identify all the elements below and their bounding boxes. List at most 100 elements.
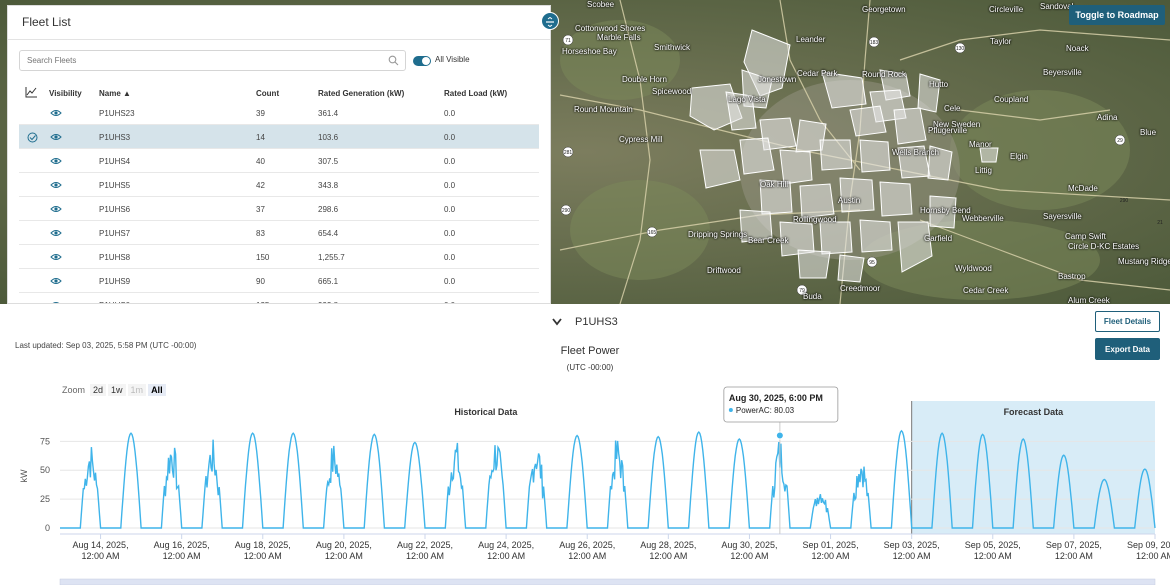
cell-name: P1UHS4 [99,157,131,166]
row-visibility-toggle[interactable] [50,109,62,119]
row-visibility-toggle[interactable] [50,253,62,263]
search-icon[interactable] [388,55,399,66]
cell-name: P1UHS0 [99,301,130,303]
table-row[interactable]: P1UHS8 150 1,255.7 0.0 [19,245,539,269]
col-rated-generation[interactable]: Rated Generation (kW) [318,89,405,98]
road-shield: 183 [870,40,879,46]
eye-icon[interactable] [50,301,62,304]
chevron-down-icon[interactable] [552,318,562,326]
cell-rated-load: 0.0 [444,301,455,303]
table-row[interactable]: P1UHS6 37 298.6 0.0 [19,197,539,221]
eye-icon[interactable] [50,277,62,285]
col-name[interactable]: Name ▲ [99,89,131,98]
table-row[interactable]: P1UHS7 83 654.4 0.0 [19,221,539,245]
col-rated-load[interactable]: Rated Load (kW) [444,89,508,98]
map-label: Marble Falls [597,33,641,42]
satellite-map[interactable]: 71 281 290 165 183 130 95 29 79 21 45 12 290 Georget… [0,0,1170,304]
selected-check-icon[interactable] [27,132,38,143]
map-label: Alum Creek [1068,296,1110,304]
cell-name: P1UHS23 [99,109,135,118]
chart-title: Fleet Power [560,345,620,357]
cell-name: P1UHS8 [99,253,131,262]
eye-icon[interactable] [50,133,62,141]
y-tick-label: 25 [40,494,50,504]
map-label: Elgin [1010,152,1028,161]
x-tick-label: Aug 30, 2025, 12:00 AM [721,540,777,561]
eye-icon[interactable] [50,157,62,165]
zoom-all-button[interactable]: All [148,384,166,396]
tooltip-box [723,386,839,423]
historical-band-label: Historical Data [454,407,518,417]
row-check[interactable] [27,132,38,145]
map-label: Littig [975,166,992,175]
zoom-bar: Zoom 2d 1w 1m All [59,384,168,396]
fleet-power-chart[interactable]: Historical Data Forecast Data 0 25 50 75 kW Aug… [0,304,1170,585]
forecast-band [911,401,1155,534]
cell-rated-load: 0.0 [444,277,456,286]
chart-line-icon[interactable] [25,86,38,98]
y-tick-label: 50 [40,465,50,475]
map-label: Rollingwood [793,215,837,224]
cell-name: P1UHS7 [99,229,131,238]
road-shield: 71 [565,38,571,44]
all-visible-toggle[interactable] [413,56,431,66]
table-row[interactable]: P1UHS4 40 307.5 0.0 [19,149,539,173]
export-data-button[interactable]: Export Data [1095,338,1160,360]
row-visibility-toggle[interactable] [50,229,62,239]
cell-rated-generation: 654.4 [318,229,339,238]
row-visibility-toggle[interactable] [50,277,62,287]
row-visibility-toggle[interactable] [50,205,62,215]
map-label: Round Rock [862,70,907,79]
zoom-1m-button[interactable]: 1m [127,384,147,396]
search-box[interactable] [19,50,406,71]
cell-rated-load: 0.0 [444,181,456,190]
map-label: Jonestown [758,75,797,84]
road-shield: 45 [1132,246,1138,252]
eye-icon[interactable] [50,109,62,117]
eye-icon[interactable] [50,253,62,261]
y-axis-label: kW [19,469,29,483]
map-label: Round Mountain [574,105,633,114]
table-row[interactable]: P1UHS3 14 103.6 0.0 [19,125,539,149]
road-shield: 290 [562,208,571,214]
range-navigator [59,578,1156,585]
map-label: Coupland [994,95,1029,104]
map-label: Leander [796,35,826,44]
tooltip-value: PowerAC: 80.03 [736,406,795,415]
x-tick-label: Sep 05, 2025, 12:00 AM [965,540,1021,561]
map-label: New Sweden [933,120,981,129]
cell-rated-generation: 992.8 [318,301,338,303]
col-count[interactable]: Count [256,89,280,98]
map-label: Creedmoor [840,284,881,293]
y-tick-label: 0 [45,523,50,533]
eye-icon[interactable] [50,181,62,189]
eye-icon[interactable] [50,205,62,213]
x-tick-label: Aug 14, 2025, 12:00 AM [73,540,129,561]
row-visibility-toggle[interactable] [50,157,62,167]
table-row[interactable]: P1UHS5 42 343.8 0.0 [19,173,539,197]
eye-icon[interactable] [50,229,62,237]
fleet-details-button[interactable]: Fleet Details [1095,311,1160,332]
zoom-2d-button[interactable]: 2d [90,384,107,396]
map-label: Sayersville [1043,212,1082,221]
divider [8,39,550,40]
row-visibility-toggle[interactable] [50,181,62,191]
map-label: Cottonwood Shores [575,24,646,33]
table-row[interactable]: P1UHS0 125 992.8 0.0 [19,293,539,304]
map-label: Austin [838,196,861,205]
row-visibility-toggle[interactable] [50,301,62,304]
zoom-label: Zoom [62,385,86,395]
x-tick-label: Sep 07, 2025, 12:00 AM [1046,540,1102,561]
collapse-panel-button[interactable] [541,12,559,30]
zoom-1w-button[interactable]: 1w [108,384,126,396]
map-label: Sandoval [1040,2,1074,11]
row-visibility-toggle[interactable] [50,133,62,143]
x-tick-label: Aug 26, 2025, 12:00 AM [559,540,615,561]
toggle-roadmap-button[interactable]: Toggle to Roadmap [1069,5,1165,25]
search-input[interactable] [20,51,380,70]
map-label: Bastrop [1058,272,1086,281]
table-row[interactable]: P1UHS23 39 361.4 0.0 [19,101,539,125]
cell-rated-load: 0.0 [444,205,456,214]
map-label: Cedar Creek [963,286,1009,295]
table-row[interactable]: P1UHS9 90 665.1 0.0 [19,269,539,293]
